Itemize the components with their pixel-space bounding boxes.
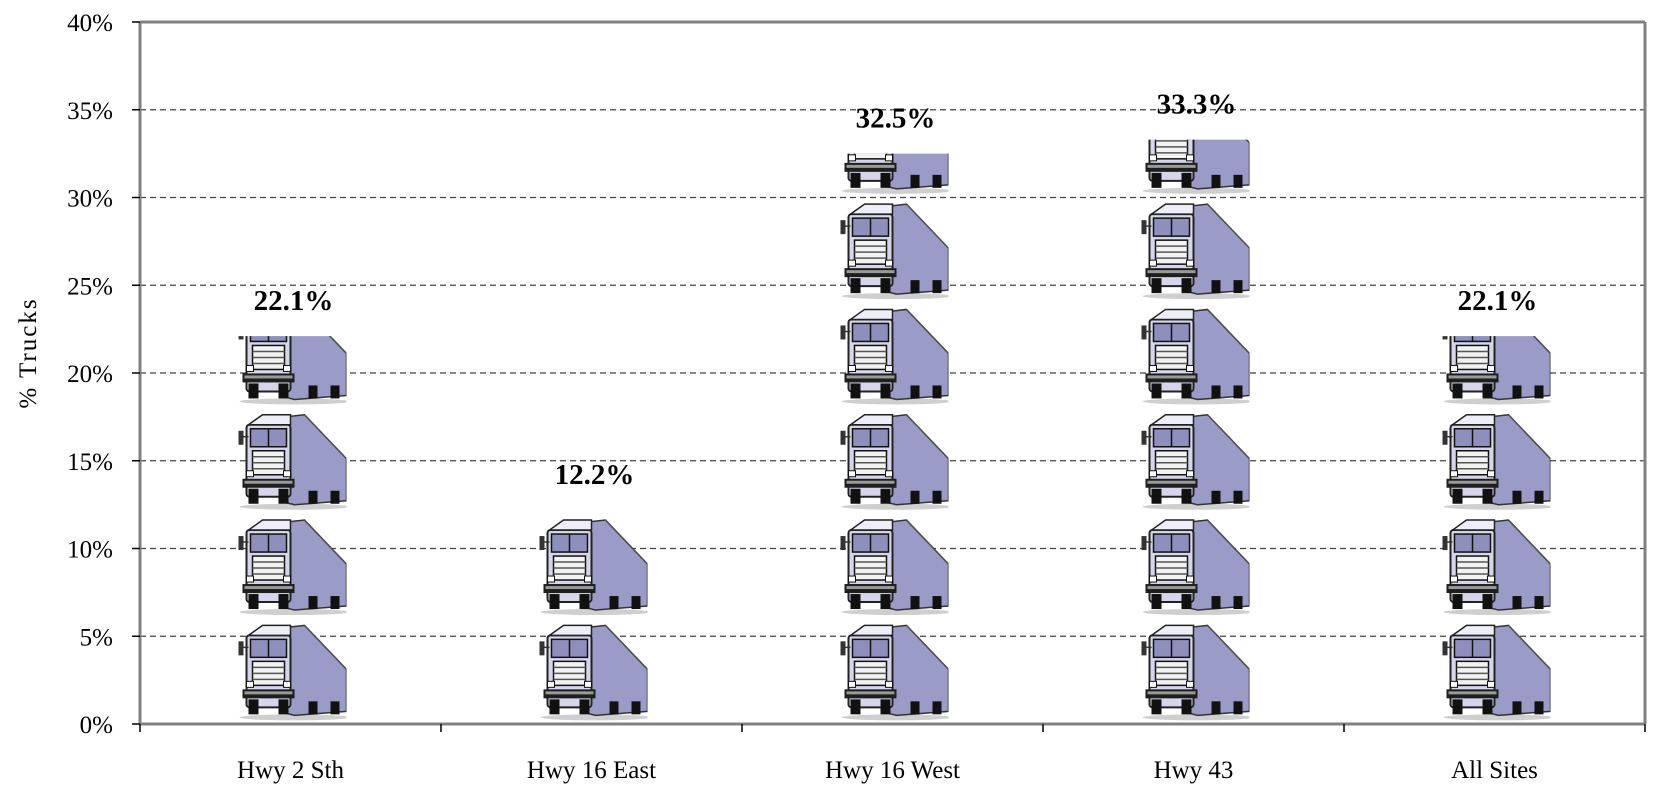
y-tick-label: 35%: [67, 98, 113, 125]
truck-icon: [1140, 203, 1250, 301]
x-category-label: All Sites: [1451, 757, 1538, 784]
x-category-label: Hwy 43: [1154, 757, 1234, 784]
truck-icon: [538, 518, 648, 617]
truck-icon: [839, 308, 949, 406]
y-tick-label: 20%: [67, 361, 113, 388]
truck-icon: [1140, 413, 1250, 511]
truck-icon: [237, 336, 347, 406]
truck-icon: [237, 413, 347, 511]
truck-icon: [237, 518, 347, 617]
bar-4: [1140, 139, 1250, 722]
truck-icon: [839, 624, 949, 722]
truck-icon: [237, 624, 347, 722]
x-category-labels: Hwy 2 Sth Hwy 16 East Hwy 16 West Hwy 43 All…: [237, 757, 1538, 784]
truck-icon: [1140, 624, 1250, 722]
y-tick-label: 0%: [80, 712, 113, 739]
truck-icon: [839, 413, 949, 511]
data-label: 22.1%: [254, 285, 334, 317]
truck-icon: [839, 518, 949, 617]
y-tick-labels: 0% 5% 10% 15% 20% 25% 30% 35% 40%: [67, 10, 113, 739]
y-tick-label: 5%: [80, 624, 113, 651]
y-tick-label: 10%: [67, 537, 113, 564]
x-category-label: Hwy 16 East: [527, 757, 656, 784]
data-label: 22.1%: [1458, 285, 1538, 317]
truck-icon: [1441, 518, 1551, 617]
bar-1: [237, 336, 347, 722]
truck-icon: [1441, 413, 1551, 511]
data-label: 32.5%: [856, 103, 936, 135]
bar-5: [1441, 336, 1551, 722]
truck-icon: [839, 203, 949, 301]
truck-icon: [538, 624, 648, 722]
y-axis-label: % Trucks: [15, 297, 42, 408]
bar-3: [839, 153, 949, 722]
truck-icon: [1441, 624, 1551, 722]
y-tick-label: 30%: [67, 186, 113, 213]
pictograph-bars: [237, 139, 1551, 722]
y-tick-label: 40%: [67, 10, 113, 37]
x-category-label: Hwy 16 West: [825, 757, 960, 784]
y-tick-label: 25%: [67, 273, 113, 300]
y-tick-label: 15%: [67, 449, 113, 476]
data-label: 33.3%: [1157, 89, 1237, 121]
x-category-label: Hwy 2 Sth: [237, 757, 344, 784]
truck-icon: [1140, 308, 1250, 406]
axes: [132, 20, 1647, 732]
truck-icon: [1140, 518, 1250, 617]
data-labels: 22.1% 12.2% 32.5% 33.3% 22.1%: [254, 89, 1538, 491]
truck-icon: [1441, 336, 1551, 406]
data-label: 12.2%: [555, 459, 635, 491]
